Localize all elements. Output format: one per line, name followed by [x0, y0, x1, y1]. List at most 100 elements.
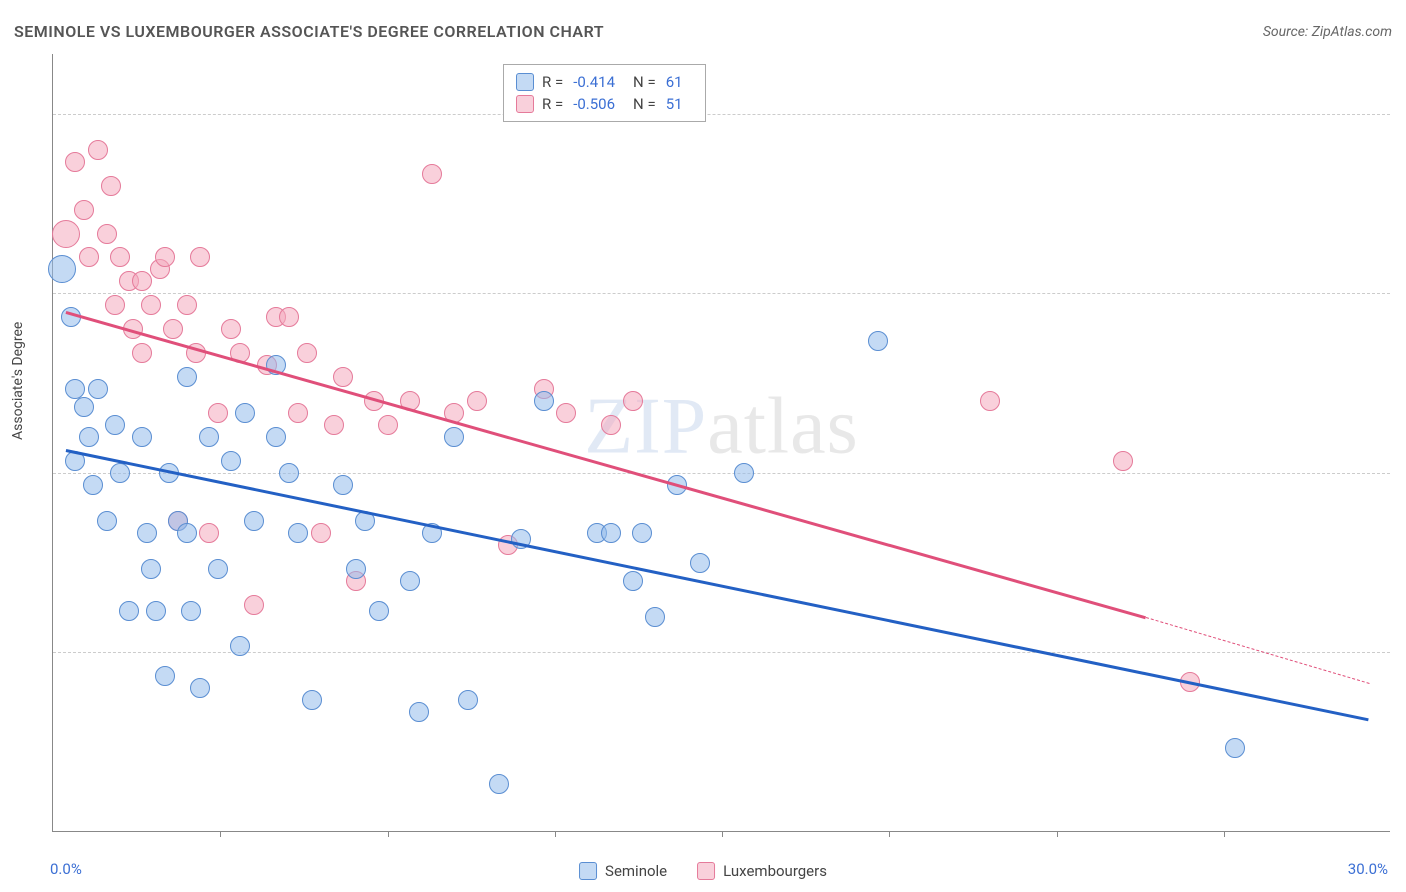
seminole-point — [601, 523, 621, 543]
seminole-point — [141, 559, 161, 579]
seminole-point — [645, 607, 665, 627]
y-tick-label: 45.0% — [1400, 284, 1406, 302]
seminole-point — [230, 636, 250, 656]
r-value-seminole: -0.414 — [573, 73, 615, 91]
seminole-point — [868, 331, 888, 351]
luxembourgers-point — [88, 140, 108, 160]
legend-swatch-luxembourgers — [697, 862, 715, 880]
seminole-point — [409, 702, 429, 722]
seminole-point — [690, 553, 710, 573]
seminole-point — [146, 601, 166, 621]
watermark-thin: atlas — [707, 382, 859, 470]
seminole-point — [235, 403, 255, 423]
luxembourgers-point — [324, 415, 344, 435]
stat-box: R = -0.414 N = 61 R = -0.506 N = 51 — [503, 64, 706, 122]
luxembourgers-point — [378, 415, 398, 435]
swatch-seminole — [516, 73, 534, 91]
legend-label-luxembourgers: Luxembourgers — [723, 862, 827, 880]
luxembourgers-point — [110, 247, 130, 267]
x-axis-max-label: 30.0% — [1348, 860, 1388, 878]
luxembourgers-point — [79, 247, 99, 267]
legend-item-seminole: Seminole — [579, 862, 667, 880]
seminole-point — [279, 463, 299, 483]
seminole-point — [734, 463, 754, 483]
y-axis-title: Associate's Degree — [10, 322, 26, 440]
seminole-point — [177, 523, 197, 543]
x-tick — [220, 831, 221, 837]
luxembourgers-point — [208, 403, 228, 423]
luxembourgers-point — [132, 271, 152, 291]
seminole-point — [137, 523, 157, 543]
bottom-legend: Seminole Luxembourgers — [579, 862, 827, 880]
chart-title: SEMINOLE VS LUXEMBOURGER ASSOCIATE'S DEG… — [14, 22, 604, 41]
luxembourgers-point — [279, 307, 299, 327]
luxembourgers-point — [97, 224, 117, 244]
n-value-luxembourgers: 51 — [666, 95, 683, 113]
luxembourgers-point — [601, 415, 621, 435]
luxembourgers-point — [141, 295, 161, 315]
stat-row-seminole: R = -0.414 N = 61 — [516, 71, 693, 93]
seminole-point — [110, 463, 130, 483]
plot-area: ZIPatlas R = -0.414 N = 61 R = -0.506 N … — [52, 54, 1390, 832]
luxembourgers-point — [190, 247, 210, 267]
n-label: N = — [633, 95, 656, 113]
seminole-point — [119, 601, 139, 621]
seminole-point — [74, 397, 94, 417]
luxembourgers-point — [623, 391, 643, 411]
seminole-point — [208, 559, 228, 579]
luxembourgers-point — [52, 220, 80, 248]
luxembourgers-point — [163, 319, 183, 339]
seminole-point — [221, 451, 241, 471]
seminole-point — [266, 427, 286, 447]
r-value-luxembourgers: -0.506 — [573, 95, 615, 113]
gridline — [53, 473, 1390, 474]
seminole-point — [83, 475, 103, 495]
seminole-point — [333, 475, 353, 495]
y-tick-label: 15.0% — [1400, 643, 1406, 661]
y-tick-label: 60.0% — [1400, 105, 1406, 123]
seminole-point — [632, 523, 652, 543]
seminole-point — [155, 666, 175, 686]
seminole-point — [48, 255, 76, 283]
seminole-point — [61, 307, 81, 327]
luxembourgers-point — [101, 176, 121, 196]
luxembourgers-point — [132, 343, 152, 363]
seminole-point — [489, 774, 509, 794]
seminole-point — [534, 391, 554, 411]
seminole-point — [88, 379, 108, 399]
seminole-point — [302, 690, 322, 710]
source-credit: Source: ZipAtlas.com — [1263, 24, 1392, 40]
r-label: R = — [542, 95, 563, 113]
luxembourgers-point — [65, 152, 85, 172]
x-tick — [388, 831, 389, 837]
gridline — [53, 652, 1390, 653]
chart-header: SEMINOLE VS LUXEMBOURGER ASSOCIATE'S DEG… — [14, 22, 1392, 41]
luxembourgers-point — [105, 295, 125, 315]
luxembourgers-point — [422, 164, 442, 184]
r-label: R = — [542, 73, 563, 91]
seminole-point — [105, 415, 125, 435]
gridline — [53, 293, 1390, 294]
x-tick — [1224, 831, 1225, 837]
luxembourgers-point — [288, 403, 308, 423]
luxembourgers-point — [199, 523, 219, 543]
seminole-point — [1225, 738, 1245, 758]
luxembourgers-point — [177, 295, 197, 315]
seminole-point — [244, 511, 264, 531]
gridline — [53, 114, 1390, 115]
luxembourgers-trendline-dash — [1146, 617, 1369, 684]
x-tick — [889, 831, 890, 837]
luxembourgers-point — [311, 523, 331, 543]
luxembourgers-point — [74, 200, 94, 220]
x-axis-min-label: 0.0% — [50, 860, 82, 878]
n-label: N = — [633, 73, 656, 91]
legend-item-luxembourgers: Luxembourgers — [697, 862, 827, 880]
luxembourgers-point — [297, 343, 317, 363]
seminole-point — [79, 427, 99, 447]
luxembourgers-point — [221, 319, 241, 339]
seminole-point — [177, 367, 197, 387]
seminole-point — [458, 690, 478, 710]
seminole-point — [199, 427, 219, 447]
legend-swatch-seminole — [579, 862, 597, 880]
seminole-point — [181, 601, 201, 621]
